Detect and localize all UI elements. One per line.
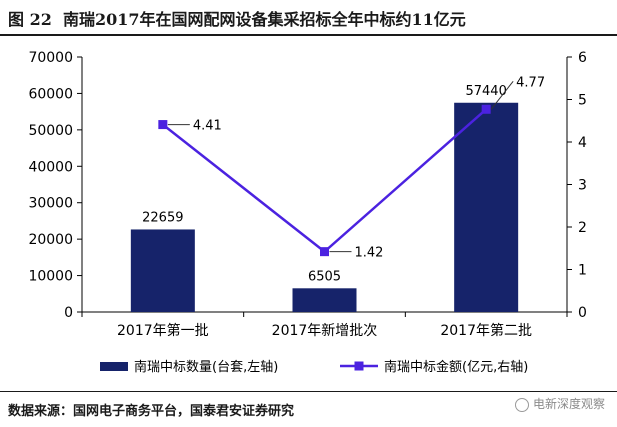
y-right-tick-label: 3 [578,178,587,194]
y-left-tick-label: 20000 [28,232,73,248]
figure-header: 图 22 南瑞2017年在国网配网设备集采招标全年中标约11亿元 [0,0,617,36]
bar [130,229,195,312]
figure-title: 图 22 南瑞2017年在国网配网设备集采招标全年中标约11亿元 [8,6,466,30]
bar-data-label: 57440 [465,84,506,99]
y-right-tick-label: 2 [578,220,587,236]
line-point [320,247,329,257]
legend-bar-swatch [100,362,128,371]
line-data-label: 4.41 [193,119,222,134]
watermark-text: 电新深度观察 [532,397,605,411]
y-left-tick-label: 40000 [28,159,73,175]
y-right-tick-label: 0 [578,305,587,321]
x-tick-label: 2017年新增批次 [272,323,378,339]
x-tick-label: 2017年第一批 [117,322,209,339]
y-left-tick-label: 30000 [28,196,73,212]
wechat-icon [514,397,529,412]
y-right-tick-label: 6 [578,50,587,66]
bar-data-label: 22659 [142,210,183,225]
y-right-tick-label: 5 [578,93,587,109]
bar [454,102,519,312]
y-left-tick-label: 10000 [28,269,73,285]
legend-line-label: 南瑞中标金额(亿元,右轴) [384,359,528,375]
bar [292,288,357,312]
figure-source: 数据来源：国网电子商务平台，国泰君安证券研究 [8,404,295,419]
figure-label: 图 22 [8,10,52,29]
figure-title-text: 南瑞2017年在国网配网设备集采招标全年中标约11亿元 [62,10,466,29]
line-label-leader [490,80,514,110]
y-left-tick-label: 0 [64,305,73,321]
legend-bar-label: 南瑞中标数量(台套,左轴) [134,359,278,375]
line-point [481,104,491,114]
y-left-tick-label: 50000 [28,123,73,139]
y-left-tick-label: 60000 [28,86,73,102]
line-data-label: 4.77 [516,75,545,90]
y-left-tick-label: 70000 [28,50,73,66]
watermark: 电新深度观察 [514,395,605,412]
header-rule [0,34,617,36]
bar-data-label: 6505 [308,269,341,284]
line-point [158,120,168,130]
footer-rule [0,391,617,392]
legend-line-marker [354,361,364,371]
y-right-tick-label: 4 [578,135,587,151]
y-right-tick-label: 1 [578,263,587,279]
line-data-label: 1.42 [355,246,384,261]
combo-chart: 0 10000 20000 30000 40000 50000 60000 70000 0 1 2 3… [28,50,587,375]
x-tick-label: 2017年第二批 [440,322,532,339]
